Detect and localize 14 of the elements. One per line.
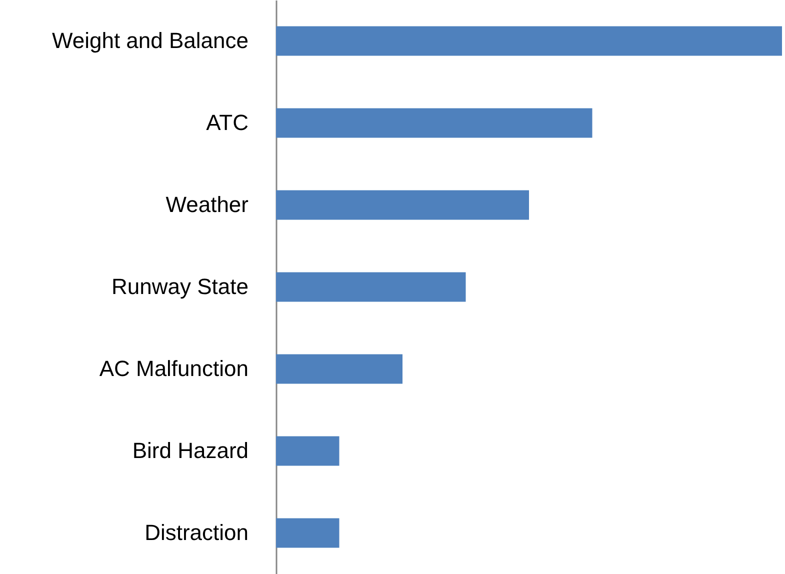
y-tick-label: AC Malfunction xyxy=(99,356,248,381)
bar xyxy=(276,190,529,220)
bar xyxy=(276,354,402,384)
bar xyxy=(276,108,592,138)
y-tick-label: Weather xyxy=(166,192,248,217)
y-tick-label: ATC xyxy=(206,110,249,135)
bar xyxy=(276,272,466,302)
y-tick-label: Bird Hazard xyxy=(132,438,248,463)
bar xyxy=(276,518,340,548)
y-tick-label: Runway State xyxy=(112,274,248,299)
y-tick-label: Distraction xyxy=(144,520,248,545)
bar xyxy=(276,26,782,56)
y-tick-label: Weight and Balance xyxy=(52,28,248,53)
bar xyxy=(276,436,340,466)
